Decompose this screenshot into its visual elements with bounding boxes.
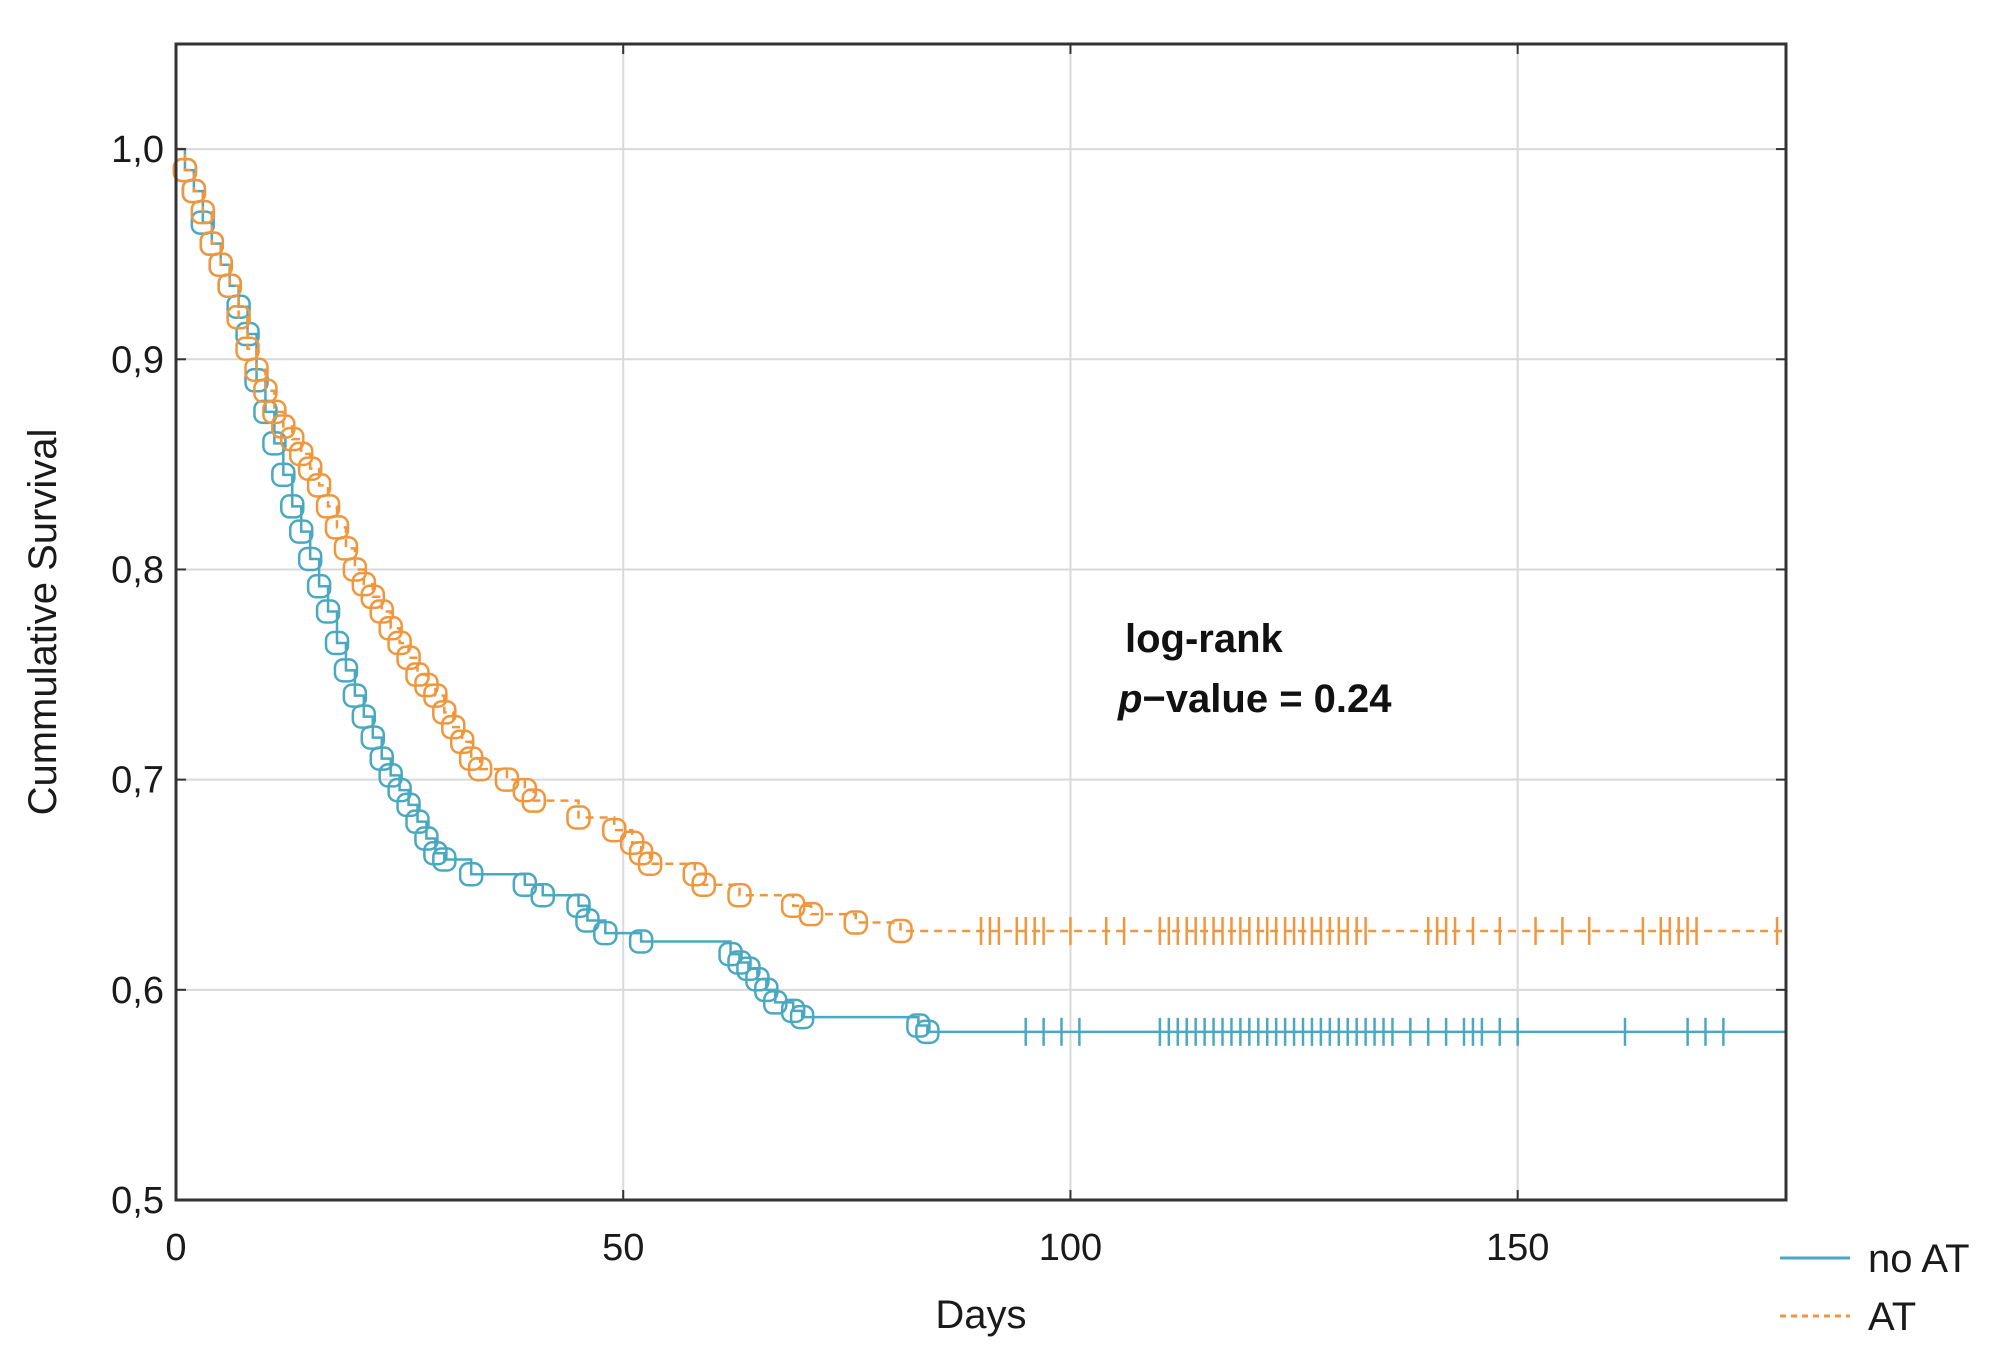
event-marker-no-at xyxy=(718,941,743,967)
event-marker-at xyxy=(262,399,287,425)
y-tick-label: 0,7 xyxy=(111,760,164,802)
annotation-line-1: log-rank xyxy=(1125,617,1284,661)
x-tick-label: 0 xyxy=(165,1227,186,1269)
event-marker-no-at xyxy=(763,990,788,1015)
tick-labels: 0 50 100 150 0,5 0,6 0,7 0,8 0,9 1,0 xyxy=(111,129,1549,1269)
event-marker-no-at xyxy=(369,746,394,771)
event-marker-no-at xyxy=(423,840,448,866)
event-marker-at xyxy=(297,456,323,481)
event-marker-at xyxy=(387,630,412,656)
event-marker-at xyxy=(396,645,421,670)
event-marker-at xyxy=(288,441,314,467)
plot-frame xyxy=(174,42,1788,1202)
y-tick-label: 0,5 xyxy=(111,1180,164,1222)
grid xyxy=(176,44,1786,1200)
event-marker-at xyxy=(423,683,448,708)
event-marker-no-at xyxy=(333,658,359,683)
y-tick-label: 0,8 xyxy=(111,549,164,591)
event-marker-at xyxy=(190,199,216,225)
event-marker-no-at xyxy=(628,929,654,954)
event-marker-at xyxy=(637,851,663,876)
x-tick-label: 100 xyxy=(1039,1227,1102,1269)
p-value-text: −value = 0.24 xyxy=(1142,677,1392,721)
p-symbol: p xyxy=(1117,677,1142,721)
event-marker-at xyxy=(351,571,377,597)
event-marker-at xyxy=(449,729,475,755)
event-marker-no-at xyxy=(297,546,323,572)
event-marker-no-at xyxy=(378,763,403,788)
y-tick-label: 0,6 xyxy=(111,970,164,1012)
legend: no AT AT xyxy=(1780,1237,1970,1339)
x-axis-label: Days xyxy=(935,1293,1026,1337)
event-marker-no-at xyxy=(906,1013,931,1038)
event-marker-at xyxy=(780,893,806,918)
event-marker-no-at xyxy=(530,882,555,908)
series-layer xyxy=(172,147,1786,1046)
log-rank-annotation: log-rank p−value = 0.24 xyxy=(1117,617,1392,721)
event-marker-no-at xyxy=(754,977,779,1003)
event-marker-no-at xyxy=(593,920,618,946)
event-marker-at xyxy=(226,304,251,330)
event-marker-no-at xyxy=(271,462,296,488)
event-marker-no-at xyxy=(280,494,305,519)
event-marker-no-at xyxy=(405,809,430,834)
x-tick-label: 150 xyxy=(1486,1227,1549,1269)
event-marker-at xyxy=(441,714,466,740)
legend-label-at: AT xyxy=(1868,1295,1916,1339)
event-marker-at xyxy=(566,805,591,830)
event-marker-at xyxy=(602,817,627,843)
event-marker-no-at xyxy=(575,908,600,933)
event-marker-no-at xyxy=(315,599,341,624)
event-marker-at xyxy=(691,872,716,897)
event-marker-no-at xyxy=(324,630,350,656)
event-marker-no-at xyxy=(727,950,752,975)
series-at xyxy=(172,147,1786,945)
event-marker-at xyxy=(369,599,394,624)
event-marker-at xyxy=(360,584,386,610)
event-marker-at xyxy=(843,910,869,935)
event-marker-no-at xyxy=(288,519,314,544)
event-marker-at xyxy=(521,788,547,813)
event-marker-no-at xyxy=(387,777,412,803)
event-marker-at xyxy=(271,414,296,439)
y-tick-label: 0,9 xyxy=(111,339,164,381)
event-marker-no-at xyxy=(262,431,287,456)
event-marker-at xyxy=(342,557,368,582)
event-marker-no-at xyxy=(566,893,591,918)
annotation-line-2: p−value = 0.24 xyxy=(1117,677,1392,721)
y-tick-label: 1,0 xyxy=(111,129,164,171)
x-tick-label: 50 xyxy=(602,1227,644,1269)
legend-label-no-at: no AT xyxy=(1868,1237,1970,1281)
event-marker-no-at xyxy=(432,847,457,872)
event-marker-no-at xyxy=(789,1004,815,1030)
event-marker-no-at xyxy=(306,574,332,599)
event-marker-at xyxy=(378,616,403,641)
event-marker-at xyxy=(432,700,457,725)
event-marker-at xyxy=(280,426,305,452)
event-marker-at xyxy=(727,882,752,908)
ticks xyxy=(175,44,1786,1201)
event-marker-at xyxy=(798,901,824,927)
event-marker-at xyxy=(217,273,242,298)
event-marker-no-at xyxy=(915,1019,940,1045)
event-marker-at xyxy=(467,756,493,782)
event-marker-no-at xyxy=(458,861,484,887)
event-marker-at xyxy=(888,918,913,944)
event-marker-no-at xyxy=(780,998,806,1024)
y-axis-label: Cummulative Survival xyxy=(21,429,65,816)
event-marker-no-at xyxy=(396,792,421,818)
event-marker-no-at xyxy=(414,826,439,851)
